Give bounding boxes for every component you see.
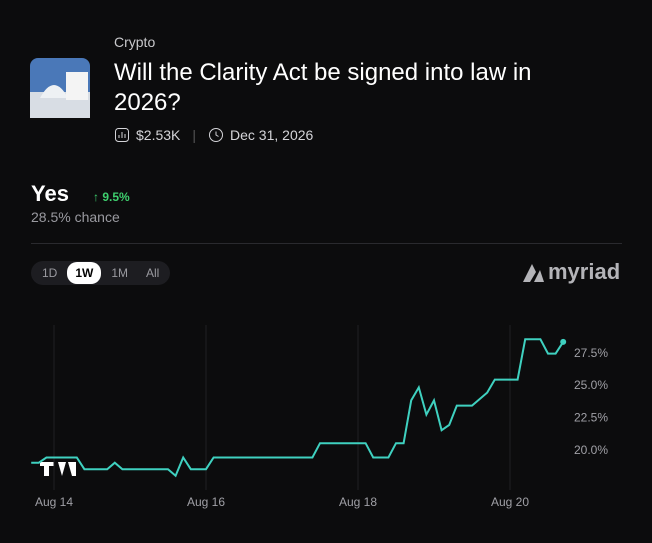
market-image xyxy=(30,58,90,118)
price-line xyxy=(31,338,565,478)
timeframe-button[interactable]: 1M xyxy=(111,266,129,280)
up-arrow: ↑ xyxy=(93,190,99,204)
y-tick-label: 20.0% xyxy=(574,443,608,457)
last-point xyxy=(560,338,567,345)
timeframe-button[interactable]: 1D xyxy=(42,266,58,280)
separator: | xyxy=(192,127,197,143)
brand: myriad xyxy=(548,259,621,284)
market-title: Will the Clarity Act be signed into law … xyxy=(114,59,532,116)
x-tick-label: Aug 16 xyxy=(187,495,225,509)
clock-icon xyxy=(209,128,224,142)
x-tick-label: Aug 18 xyxy=(339,495,377,509)
outcome-change: ↑ 9.5% xyxy=(93,190,130,204)
chart: Aug 14 Aug 16 Aug 18 Aug 20 20.0% 22.5% 25.0% 2… xyxy=(31,325,608,509)
timeframe-button[interactable]: All xyxy=(146,266,160,280)
outcome-name: Yes xyxy=(31,181,69,206)
tradingview-logo xyxy=(40,462,76,476)
category: Crypto xyxy=(114,34,156,50)
y-tick-label: 25.0% xyxy=(574,378,608,392)
timeframe-selector: 1D 1W 1M All xyxy=(31,261,171,285)
y-tick-label: 27.5% xyxy=(574,346,608,360)
change-value: 9.5% xyxy=(102,190,130,204)
divider xyxy=(31,243,622,244)
volume: $2.53K xyxy=(136,127,181,143)
timeframe-button[interactable]: 1W xyxy=(67,262,102,284)
outcome-chance: 28.5% chance xyxy=(31,209,120,225)
y-tick-label: 22.5% xyxy=(574,411,608,425)
brand-logo xyxy=(523,264,544,282)
end-date: Dec 31, 2026 xyxy=(230,127,314,143)
volume-icon xyxy=(115,128,129,142)
x-tick-label: Aug 14 xyxy=(35,495,73,509)
x-tick-label: Aug 20 xyxy=(491,495,529,509)
meta-row: $2.53K | Dec 31, 2026 xyxy=(114,127,313,143)
